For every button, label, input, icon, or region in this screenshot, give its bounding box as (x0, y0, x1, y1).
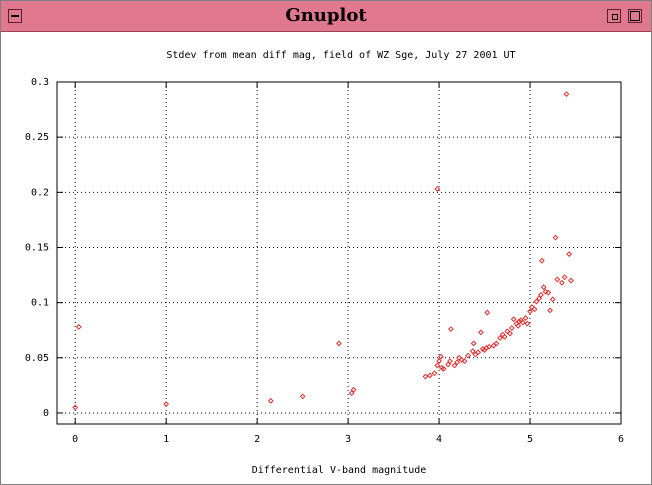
y-tick-label: 0.05 (25, 353, 49, 364)
y-tick-label: 0.15 (25, 242, 49, 253)
data-point (507, 330, 513, 337)
data-point (422, 373, 429, 380)
data-point (75, 324, 82, 330)
data-point (445, 361, 452, 368)
chart-title: Stdev from mean diff mag, field of WZ Sg… (166, 50, 515, 61)
data-point (497, 335, 503, 341)
y-tick-label: 0 (43, 408, 49, 419)
x-tick-label: 1 (163, 434, 169, 445)
data-point (508, 325, 515, 331)
data-point (440, 365, 447, 372)
data-point (72, 404, 79, 411)
data-point (563, 91, 570, 98)
data-point (538, 292, 544, 298)
data-point (536, 295, 543, 302)
data-point (431, 370, 438, 377)
data-point (350, 386, 357, 393)
data-point (436, 358, 442, 365)
data-point (486, 343, 493, 350)
window-titlebar[interactable]: Gnuplot (1, 1, 651, 32)
data-point (568, 277, 574, 284)
data-point (547, 307, 553, 314)
data-point (427, 372, 433, 379)
data-point (533, 298, 540, 305)
maximize-button[interactable] (628, 9, 642, 23)
data-point (451, 362, 458, 369)
data-point (299, 393, 306, 400)
minimize-button[interactable] (607, 9, 621, 23)
data-point (540, 284, 547, 291)
y-tick-label: 0.2 (31, 187, 49, 198)
x-tick-label: 0 (72, 434, 78, 445)
data-point (454, 359, 461, 366)
data-point (516, 318, 523, 325)
data-point (469, 348, 476, 355)
grid-lines (57, 81, 622, 424)
window-menu-button[interactable] (8, 9, 22, 23)
y-tick-label: 0.3 (31, 77, 49, 88)
data-point (558, 279, 565, 286)
data-point (501, 333, 508, 340)
x-tick-label: 3 (345, 434, 351, 445)
data-point (493, 340, 500, 347)
x-tick-label: 2 (254, 434, 260, 445)
data-point (552, 234, 559, 241)
y-tick-label: 0.1 (31, 298, 49, 309)
data-points (72, 91, 574, 411)
data-point (434, 362, 441, 369)
data-point (447, 358, 453, 365)
scatter-chart: Stdev from mean diff mag, field of WZ Sg… (25, 50, 624, 476)
data-point (478, 329, 484, 336)
data-point (348, 390, 355, 397)
x-tick-label: 5 (527, 434, 533, 445)
data-point (510, 316, 517, 323)
x-tick-label: 6 (618, 434, 624, 445)
data-point (542, 288, 549, 295)
x-tick-label: 4 (436, 434, 442, 445)
data-point (545, 289, 552, 296)
plot-frame (56, 81, 622, 425)
data-point (538, 257, 545, 264)
data-point (163, 401, 170, 408)
data-point (475, 349, 482, 356)
menu-bar-icon (11, 15, 19, 17)
x-axis-label: Differential V-band magnitude (252, 465, 427, 476)
y-tick-label: 0.25 (25, 132, 49, 143)
data-point (465, 352, 472, 359)
data-point (484, 309, 491, 316)
data-point (437, 353, 444, 360)
axis-ticks: 0 1 2 3 4 5 6 0 0.05 0.1 0.15 0.2 0.25 0.3 (25, 77, 624, 445)
data-point (549, 296, 556, 303)
data-point (522, 315, 529, 321)
data-point (527, 308, 533, 315)
data-point (447, 326, 454, 333)
data-point (336, 340, 342, 347)
data-point (458, 357, 465, 363)
data-point (515, 322, 522, 329)
data-point (554, 276, 561, 283)
data-point (470, 340, 477, 347)
data-point (524, 320, 531, 327)
window-title: Gnuplot (285, 5, 367, 26)
maximize-icon (630, 11, 640, 21)
data-point (566, 251, 573, 258)
data-point (519, 319, 526, 326)
data-point (531, 306, 538, 313)
minimize-icon (612, 14, 618, 20)
data-point (434, 186, 441, 192)
data-point (267, 397, 274, 404)
data-point (461, 358, 468, 365)
data-point (561, 274, 568, 281)
